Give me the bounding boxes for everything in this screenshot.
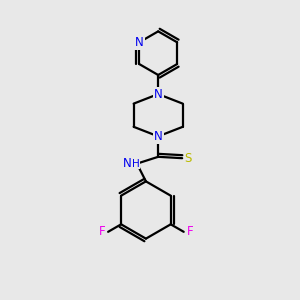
Text: F: F xyxy=(186,225,193,238)
Text: N: N xyxy=(123,157,132,170)
Text: N: N xyxy=(154,130,163,143)
Text: S: S xyxy=(184,152,192,165)
Text: N: N xyxy=(154,88,163,100)
Text: F: F xyxy=(99,225,105,238)
Text: H: H xyxy=(132,159,140,169)
Text: N: N xyxy=(135,36,144,49)
